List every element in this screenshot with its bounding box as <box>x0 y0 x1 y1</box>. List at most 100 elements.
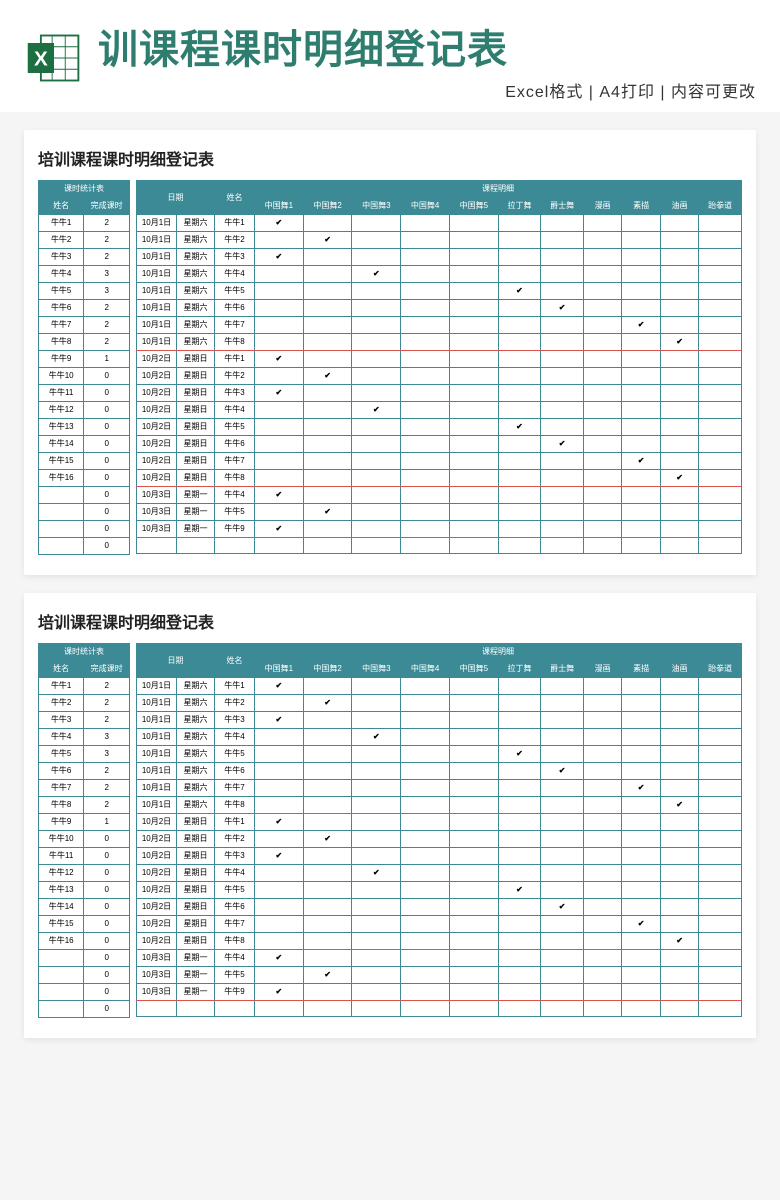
cell-mark <box>541 950 584 967</box>
cell-mark <box>255 266 304 283</box>
cell-mark <box>255 916 304 933</box>
cell-day: 星期六 <box>177 232 215 249</box>
detail-col-name: 姓名 <box>215 181 255 215</box>
cell-day: 星期六 <box>177 215 215 232</box>
cell-mark <box>498 984 541 1001</box>
cell-date: 10月1日 <box>137 678 177 695</box>
cell-mark <box>449 1001 498 1017</box>
cell-mark <box>541 368 584 385</box>
summary-cell-name <box>39 967 84 984</box>
cell-mark <box>622 351 660 368</box>
cell-date: 10月3日 <box>137 487 177 504</box>
check-icon: ✔ <box>373 868 380 877</box>
course-header: 拉丁舞 <box>498 198 541 215</box>
detail-row: 10月1日星期六牛牛6✔ <box>137 300 742 317</box>
cell-day: 星期日 <box>177 368 215 385</box>
cell-mark <box>303 729 352 746</box>
cell-mark <box>352 385 401 402</box>
summary-cell-name: 牛牛11 <box>39 385 84 402</box>
cell-mark <box>622 334 660 351</box>
summary-cell-count: 0 <box>84 950 130 967</box>
cell-mark <box>498 763 541 780</box>
cell-mark <box>255 967 304 984</box>
cell-mark <box>352 916 401 933</box>
cell-name: 牛牛3 <box>215 385 255 402</box>
cell-mark: ✔ <box>303 368 352 385</box>
summary-cell-count: 0 <box>84 1001 130 1018</box>
cell-mark <box>541 419 584 436</box>
cell-mark <box>583 487 621 504</box>
cell-mark <box>622 797 660 814</box>
cell-mark <box>660 232 698 249</box>
cell-mark <box>699 848 742 865</box>
course-header: 跆拳道 <box>699 661 742 678</box>
cell-mark <box>699 402 742 419</box>
summary-cell-count: 1 <box>84 814 130 831</box>
cell-mark: ✔ <box>303 504 352 521</box>
cell-mark <box>255 436 304 453</box>
summary-cell-count: 3 <box>84 283 130 300</box>
cell-mark <box>498 933 541 950</box>
cell-name: 牛牛6 <box>215 899 255 916</box>
detail-row: 10月1日星期六牛牛2✔ <box>137 232 742 249</box>
cell-mark <box>255 797 304 814</box>
cell-mark <box>541 402 584 419</box>
cell-mark: ✔ <box>255 678 304 695</box>
cell-mark <box>660 950 698 967</box>
cell-day: 星期日 <box>177 882 215 899</box>
summary-cell-count: 2 <box>84 712 130 729</box>
cell-mark <box>401 504 450 521</box>
cell-mark <box>449 712 498 729</box>
summary-cell-name: 牛牛13 <box>39 882 84 899</box>
cell-mark <box>449 283 498 300</box>
cell-mark <box>255 419 304 436</box>
cell-mark <box>498 453 541 470</box>
summary-cell-count: 0 <box>84 916 130 933</box>
summary-cell-count: 0 <box>84 521 130 538</box>
cell-mark <box>255 780 304 797</box>
summary-cell-name: 牛牛1 <box>39 215 84 232</box>
cell-mark <box>622 470 660 487</box>
cell-mark <box>699 368 742 385</box>
cell-date: 10月1日 <box>137 334 177 351</box>
cell-date: 10月2日 <box>137 419 177 436</box>
cell-date: 10月1日 <box>137 249 177 266</box>
summary-cell-count: 3 <box>84 266 130 283</box>
cell-mark <box>498 538 541 554</box>
cell-mark <box>449 504 498 521</box>
cell-mark <box>303 334 352 351</box>
detail-row: 10月2日星期日牛牛1✔ <box>137 351 742 368</box>
cell-mark: ✔ <box>498 283 541 300</box>
cell-mark: ✔ <box>303 695 352 712</box>
cell-name: 牛牛2 <box>215 232 255 249</box>
cell-mark <box>583 763 621 780</box>
cell-name: 牛牛4 <box>215 865 255 882</box>
cell-mark <box>622 678 660 695</box>
cell-mark <box>699 678 742 695</box>
cell-day: 星期六 <box>177 334 215 351</box>
summary-cell-name <box>39 538 84 555</box>
cell-mark <box>498 385 541 402</box>
cell-mark <box>449 797 498 814</box>
summary-row: 牛牛140 <box>39 899 130 916</box>
cell-name: 牛牛5 <box>215 419 255 436</box>
cell-day: 星期六 <box>177 283 215 300</box>
summary-cell-name: 牛牛3 <box>39 712 84 729</box>
cell-mark <box>583 368 621 385</box>
cell-mark <box>699 538 742 554</box>
summary-cell-name: 牛牛4 <box>39 266 84 283</box>
cell-mark <box>622 283 660 300</box>
check-icon: ✔ <box>324 507 331 516</box>
summary-group-header: 课时统计表 <box>39 644 130 661</box>
cell-mark <box>401 419 450 436</box>
cell-mark <box>541 266 584 283</box>
cell-mark <box>660 746 698 763</box>
cell-name: 牛牛9 <box>215 521 255 538</box>
cell-date: 10月2日 <box>137 848 177 865</box>
check-icon: ✔ <box>676 800 683 809</box>
cell-mark <box>449 814 498 831</box>
check-icon: ✔ <box>276 388 283 397</box>
summary-row: 牛牛32 <box>39 249 130 266</box>
cell-mark <box>352 967 401 984</box>
detail-row: 10月2日星期日牛牛7✔ <box>137 453 742 470</box>
